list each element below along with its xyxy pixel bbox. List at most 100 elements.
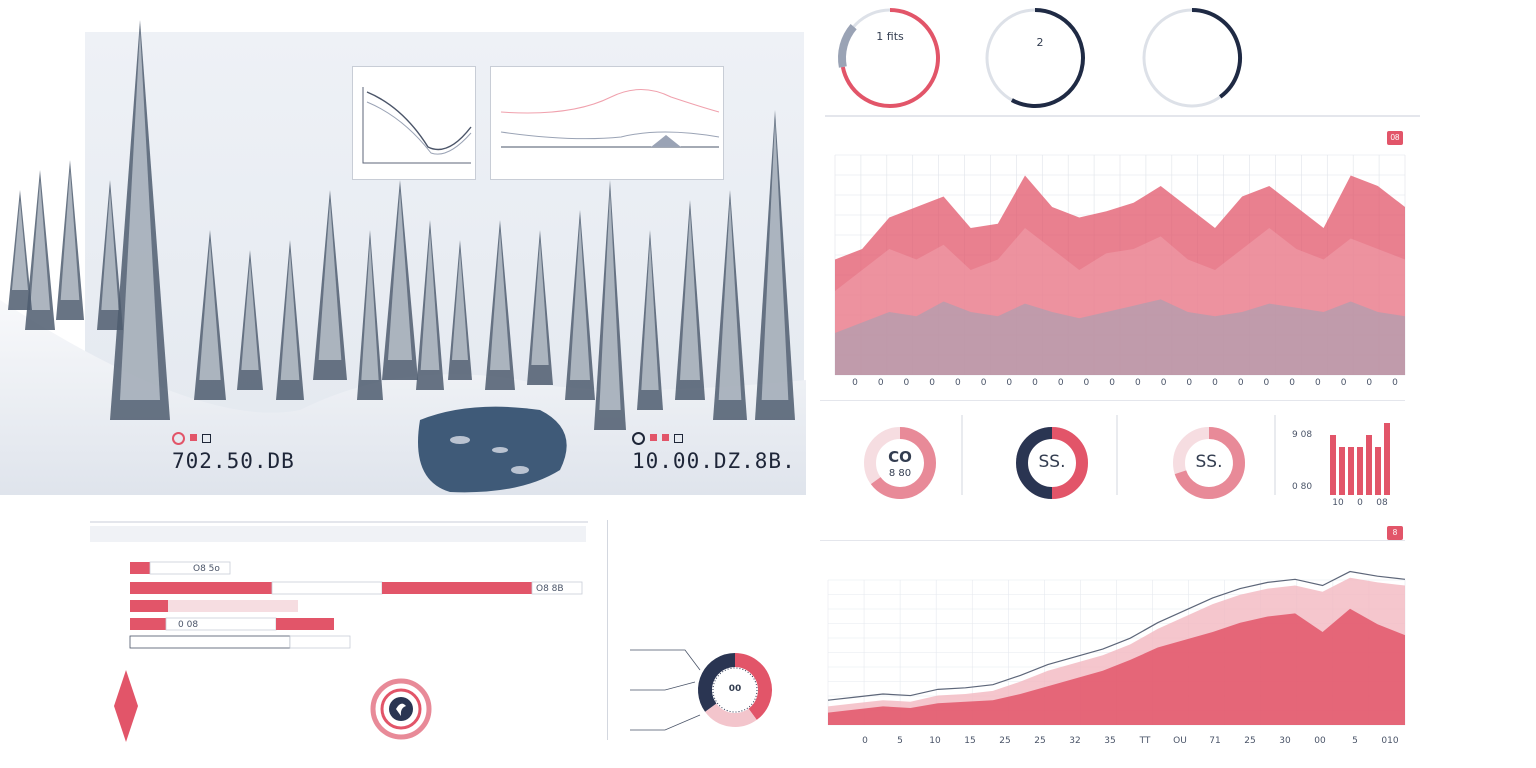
pie-center-label: 00	[728, 684, 742, 694]
gauge-arc-secondary	[838, 24, 857, 68]
donut-arc	[1051, 427, 1088, 499]
x-tick-label: 0	[1341, 378, 1347, 388]
x-tick-label: 0	[1161, 378, 1167, 388]
area-series-3	[835, 299, 1405, 375]
donut-hole	[1187, 441, 1231, 485]
tree-snow	[490, 230, 510, 370]
area-series-primary	[828, 608, 1405, 725]
tree-snow	[388, 190, 412, 360]
x-tick-label: 0	[1392, 378, 1398, 388]
dot-icon	[190, 434, 197, 441]
x-tick-label: 10	[929, 736, 941, 746]
tree-snow	[641, 240, 659, 390]
donut-1-sub: 8 80	[888, 468, 912, 479]
x-tick-label: 0	[1264, 378, 1270, 388]
tree-snow	[452, 250, 468, 360]
gauge-arc	[840, 8, 940, 108]
x-tick-label: 0	[1315, 378, 1321, 388]
tree-snow	[30, 180, 50, 310]
x-tick-label: 0	[1289, 378, 1295, 388]
tree-snow	[101, 190, 119, 310]
x-tick-label: 25	[1244, 736, 1255, 746]
x-tick-label: 25	[1034, 736, 1045, 746]
segmented-donut-chart	[698, 653, 772, 727]
progress-bar-segment	[130, 582, 272, 594]
tree-snow	[680, 210, 700, 380]
gauge-label-2: 2	[1036, 36, 1044, 49]
photo-readout-left: 702.50.DB	[172, 432, 295, 473]
bar	[1348, 447, 1354, 495]
progress-bar-segment	[289, 635, 351, 649]
x-tick-label: 0	[1186, 378, 1192, 388]
progress-bar-segment	[271, 581, 383, 595]
x-tick-label: 32	[1069, 736, 1080, 746]
x-tick-label: 08	[1376, 498, 1388, 508]
tree-snow	[361, 240, 379, 380]
x-tick-label: 0	[852, 378, 858, 388]
tree-snow	[280, 250, 300, 380]
x-tick-label: 0	[904, 378, 910, 388]
progress-bar-segment	[276, 618, 334, 630]
progress-bar-segment	[168, 600, 298, 612]
x-tick-label: 30	[1279, 736, 1291, 746]
gauge-arc	[1010, 8, 1085, 108]
gauge-label-1: 1 fits	[876, 30, 904, 43]
bar	[1357, 447, 1363, 495]
square-icon	[202, 434, 211, 443]
tree-snow	[12, 200, 28, 290]
bar	[1330, 435, 1336, 495]
x-tick-label: 0	[1058, 378, 1064, 388]
diamond-icon	[114, 670, 138, 742]
tree-snow	[531, 240, 549, 365]
x-tick-label: 35	[1104, 736, 1115, 746]
progress-bar-segment	[129, 635, 291, 649]
y-tick-label: 9 08	[1292, 430, 1312, 440]
x-tick-label: OU	[1173, 736, 1187, 746]
tree-snow	[718, 200, 742, 400]
x-tick-label: 5	[897, 736, 903, 746]
bar-label: 0 08	[178, 620, 198, 630]
x-tick-label: 5	[1352, 736, 1358, 746]
donut-arc	[1174, 427, 1245, 499]
photo-readout-right: 10.00.DZ.8B.	[632, 432, 796, 473]
pie-inner-ring	[712, 667, 758, 713]
record-icon	[632, 432, 645, 445]
bar	[1375, 447, 1381, 495]
tree-snow	[241, 260, 259, 370]
growth-area-chart: 0 5 10 15 25 25 32 35 TT OU 71 25 30 00 5 010	[820, 540, 1406, 746]
tree-snow	[318, 200, 342, 360]
record-icon	[172, 432, 185, 445]
x-tick-label: 0	[1212, 378, 1218, 388]
x-tick-label: 00	[1314, 736, 1326, 746]
y-tick-label: 0 80	[1292, 482, 1312, 492]
donut-hole	[1030, 441, 1074, 485]
x-tick-label: 25	[999, 736, 1010, 746]
target-icon	[370, 678, 432, 740]
gauge-arc	[1191, 8, 1242, 99]
donut-arc	[870, 427, 936, 499]
pie-leader-lines	[630, 649, 701, 731]
progress-bar-segment	[531, 581, 583, 595]
x-tick-label: 10	[1332, 498, 1344, 508]
progress-bar-segment	[149, 561, 231, 575]
x-tick-label: 0	[1109, 378, 1115, 388]
donut-3-value: SS.	[1195, 452, 1223, 472]
donut-hole	[878, 441, 922, 485]
bar-label: O8 5o	[193, 564, 220, 574]
readout-value-left: 702.50.DB	[172, 449, 295, 473]
progress-bar-segment	[130, 600, 168, 612]
x-tick-label: 0	[878, 378, 884, 388]
x-tick-label: 0	[929, 378, 935, 388]
x-tick-label: 0	[1032, 378, 1038, 388]
donut-1-value: CO	[888, 448, 912, 466]
tree-snow	[570, 220, 590, 380]
pie-slice	[734, 653, 772, 720]
pie-slice	[705, 703, 757, 727]
tree-snow	[599, 190, 621, 410]
tree-snow	[420, 230, 440, 370]
bar	[1339, 447, 1345, 495]
x-tick-label: 0	[955, 378, 961, 388]
bar	[1366, 435, 1372, 495]
progress-bar-segment	[382, 582, 532, 594]
main-chart-badge: 08	[1387, 131, 1403, 145]
